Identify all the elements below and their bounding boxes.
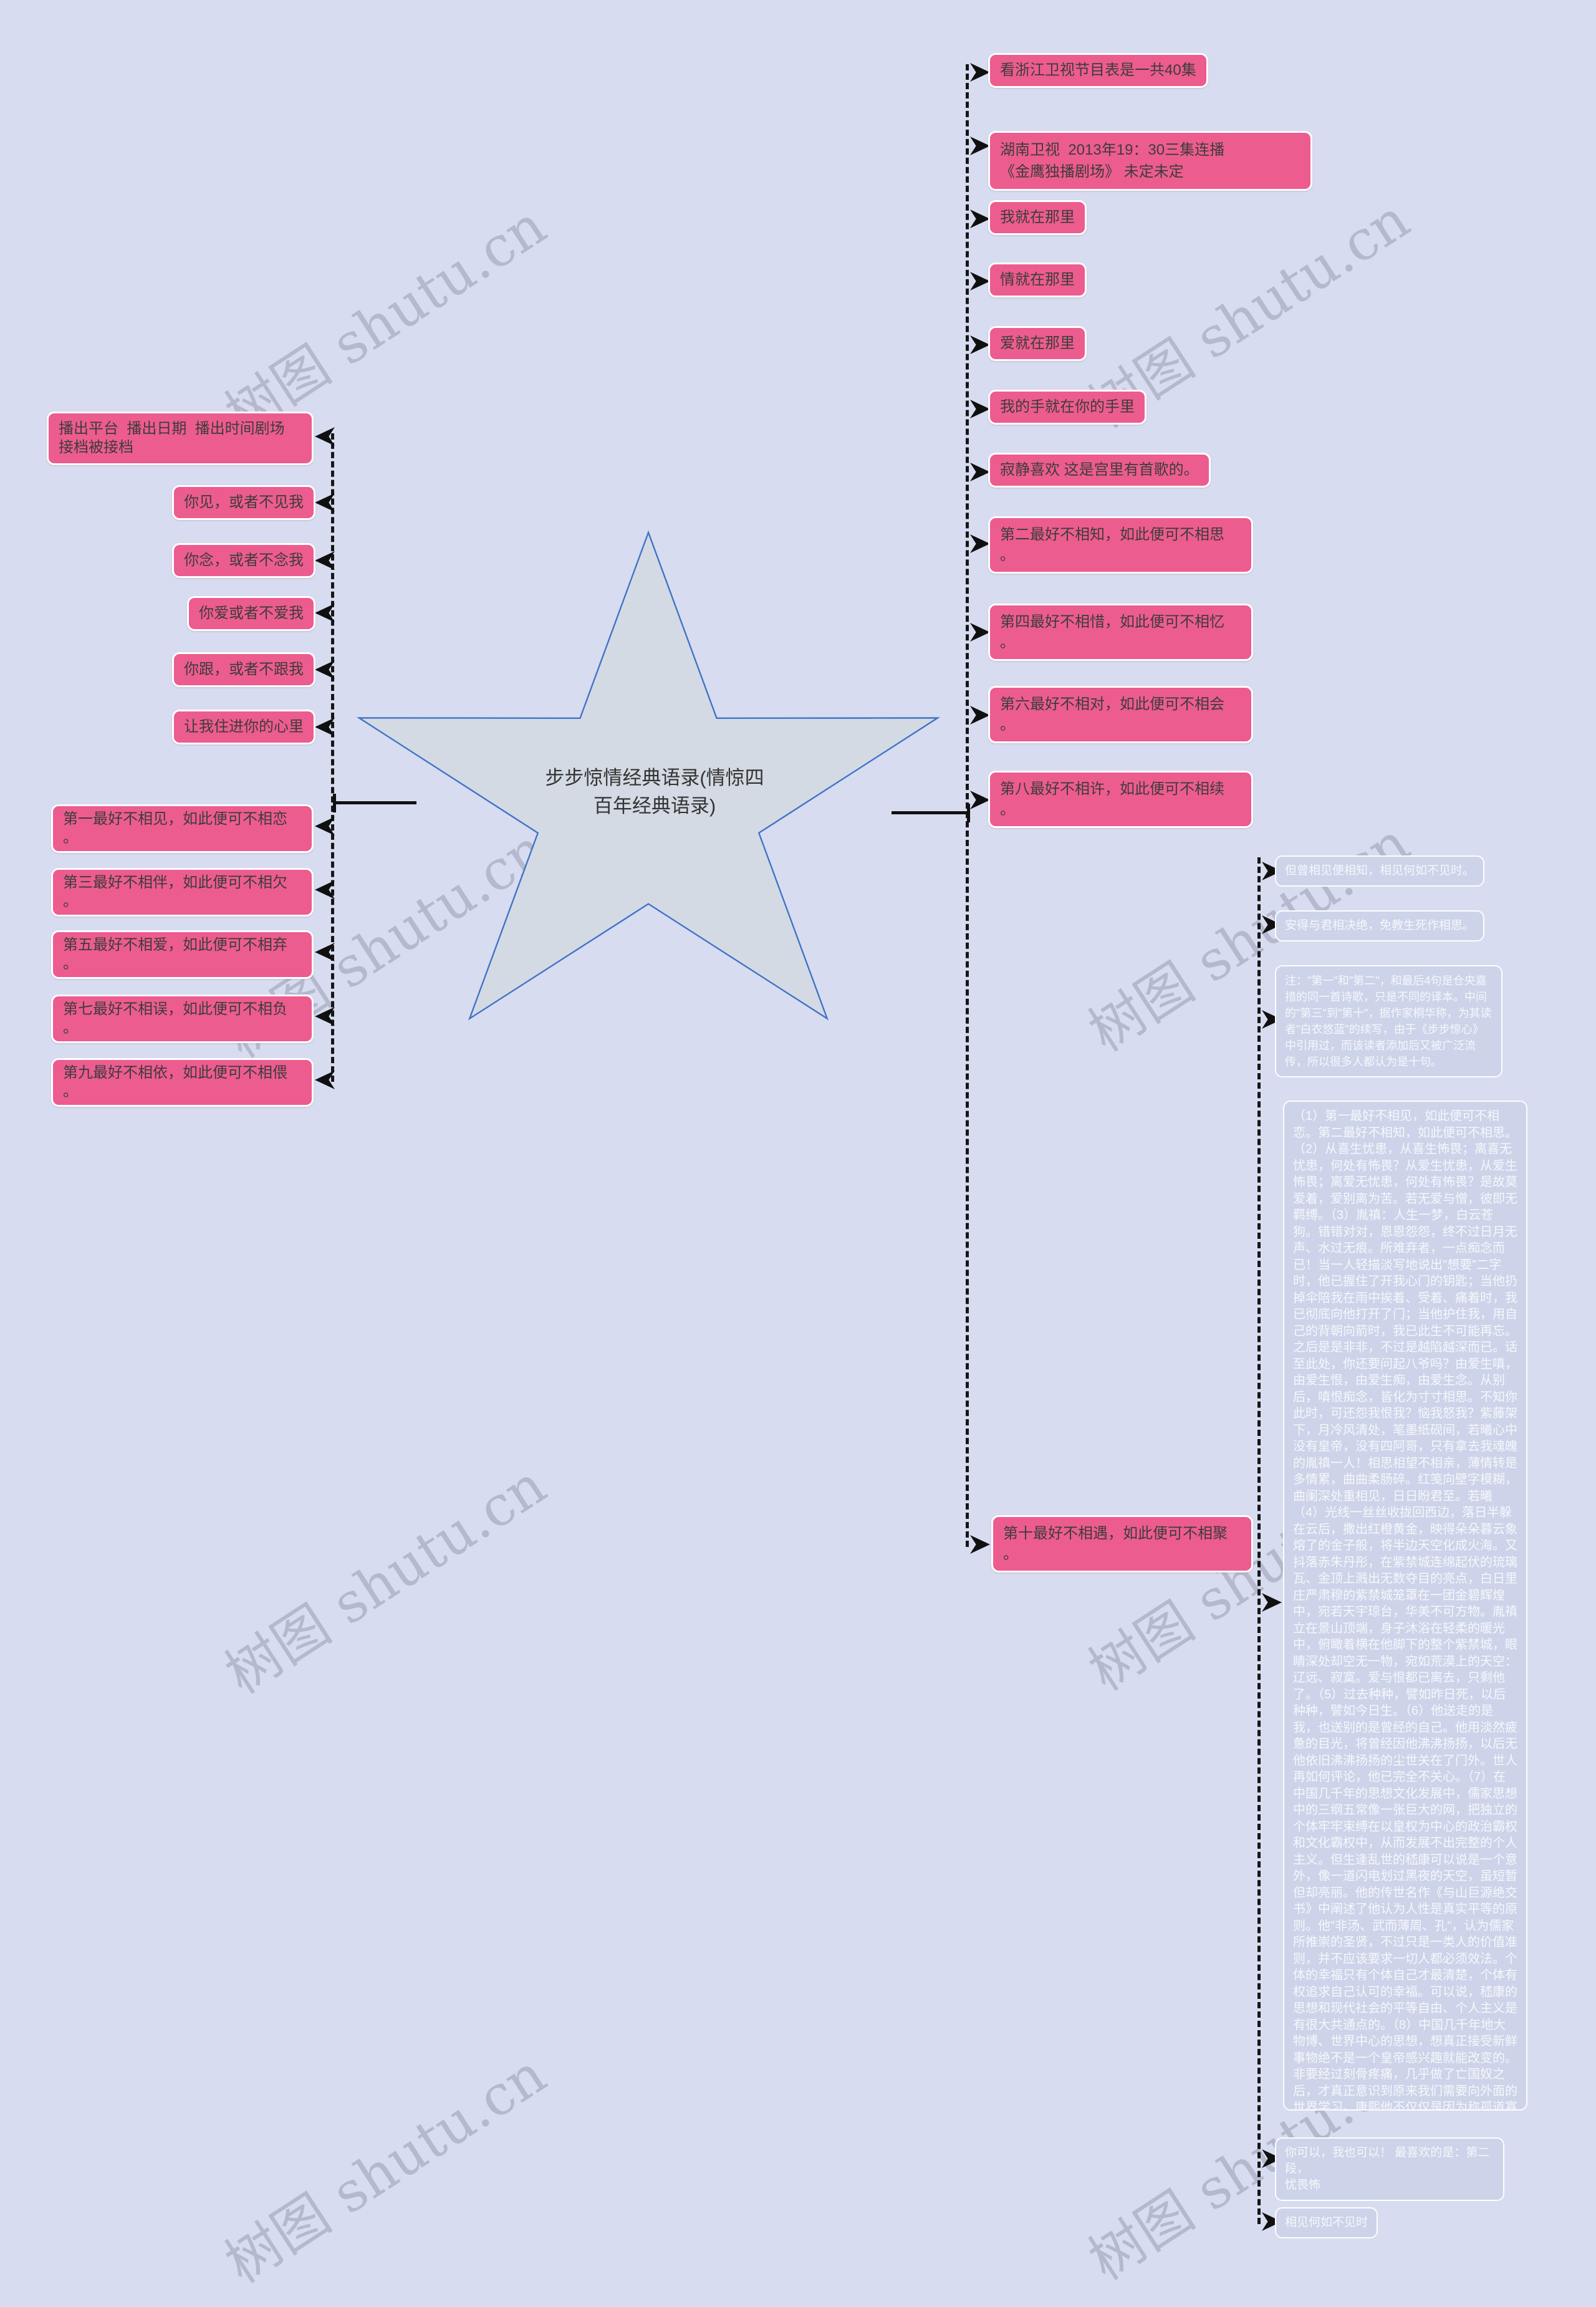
watermark: 树图 shutu.cn	[214, 193, 557, 447]
mindmap-node[interactable]: 第八最好不相许，如此便可不相续 。	[988, 771, 1253, 828]
left-branch-trunk-line	[331, 433, 334, 1082]
star-shape	[334, 521, 963, 1082]
mindmap-node[interactable]: 情就在那里	[988, 262, 1087, 297]
left-connector-endcap	[333, 794, 336, 812]
branch-arrow-icon	[970, 706, 990, 725]
mindmap-node[interactable]: 第十最好不相遇，如此便可不相聚 。	[991, 1515, 1253, 1573]
star-right-connector-line	[892, 811, 970, 814]
note-node[interactable]: 注："第一"和"第二"，和最后4句是仓央嘉措的同一首诗歌，只是不同的译本。中间的…	[1275, 965, 1502, 1077]
mindmap-node[interactable]: 第五最好不相爱，如此便可不相弃 。	[51, 930, 314, 979]
mindmap-node[interactable]: 寂静喜欢 这是宫里有首歌的。	[988, 453, 1211, 488]
watermark: 树图 shutu.cn	[214, 1452, 557, 1707]
right-connector-endcap	[967, 804, 970, 822]
note-node[interactable]: （1）第一最好不相见，如此便可不相恋。第二最好不相知，如此便可不相思。（2）从喜…	[1283, 1101, 1527, 2111]
mindmap-node[interactable]: 你见，或者不见我	[172, 485, 315, 520]
mindmap-node[interactable]: 湖南卫视 2013年19：30三集连播 《金鹰独播剧场》 未定未定	[988, 131, 1312, 191]
mindmap-node[interactable]: 第四最好不相惜，如此便可不相忆 。	[988, 604, 1253, 661]
mindmap-title[interactable]: 步步惊情经典语录(情惊四百年经典语录)	[545, 767, 764, 817]
star-polygon	[356, 530, 941, 1021]
branch-arrow-icon	[970, 63, 990, 82]
mindmap-node[interactable]: 我就在那里	[988, 200, 1087, 235]
note-node[interactable]: 相见何如不见时	[1275, 2207, 1378, 2238]
mindmap-node[interactable]: 看浙江卫视节目表是一共40集	[988, 53, 1208, 88]
mindmap-node[interactable]: 爱就在那里	[988, 326, 1087, 361]
mindmap-node[interactable]: 我的手就在你的手里	[988, 390, 1147, 425]
mindmap-node[interactable]: 你念，或者不念我	[172, 543, 315, 578]
mindmap-node[interactable]: 第二最好不相知，如此便可不相思 。	[988, 516, 1253, 574]
branch-arrow-icon	[970, 210, 990, 228]
mindmap-node[interactable]: 第七最好不相误，如此便可不相负 。	[51, 995, 314, 1043]
branch-arrow-icon	[970, 1535, 990, 1554]
mindmap-node[interactable]: 你跟，或者不跟我	[172, 652, 315, 687]
branch-arrow-icon	[970, 272, 990, 291]
branch-arrow-icon	[1262, 1593, 1282, 1612]
note-node[interactable]: 你可以，我也可以！ 最喜欢的是：第二段， 忧畏怖	[1275, 2137, 1504, 2201]
watermark: 树图 shutu.cn	[214, 2041, 557, 2296]
mindmap-node[interactable]: 让我住进你的心里	[172, 710, 315, 744]
mindmap-node[interactable]: 第九最好不相依，如此便可不相偎 。	[51, 1058, 314, 1107]
branch-arrow-icon	[970, 137, 990, 155]
mindmap-node[interactable]: 播出平台 播出日期 播出时间剧场 接档被接档	[47, 412, 314, 465]
branch-arrow-icon	[970, 335, 990, 354]
star-left-connector-line	[335, 801, 416, 804]
mindmap-node[interactable]: 第六最好不相对，如此便可不相会 。	[988, 686, 1253, 743]
note-node[interactable]: 但曾相见便相知，相见何如不见时。	[1275, 855, 1485, 887]
note-node[interactable]: 安得与君相决绝，免教生死作相思。	[1275, 910, 1485, 942]
mindmap-node[interactable]: 第三最好不相伴，如此便可不相欠 。	[51, 868, 314, 917]
branch-arrow-icon	[970, 623, 990, 642]
branch-arrow-icon	[970, 463, 990, 481]
notes-branch-trunk-line	[1257, 857, 1261, 2224]
branch-arrow-icon	[970, 400, 990, 418]
mindmap-node[interactable]: 你爱或者不爱我	[187, 596, 315, 631]
branch-arrow-icon	[970, 534, 990, 553]
branch-arrow-icon	[970, 791, 990, 809]
mindmap-node[interactable]: 第一最好不相见，如此便可不相恋 。	[51, 804, 314, 853]
